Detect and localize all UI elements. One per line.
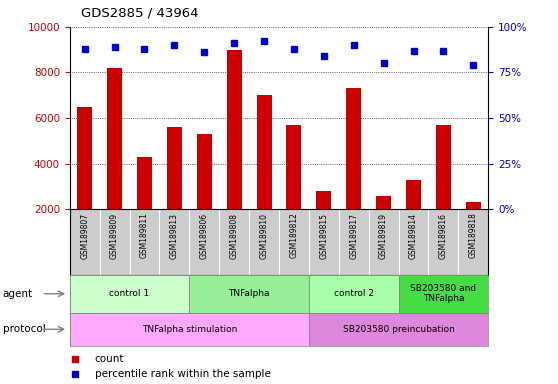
Text: count: count: [95, 354, 124, 364]
Text: percentile rank within the sample: percentile rank within the sample: [95, 369, 271, 379]
Text: SB203580 and
TNFalpha: SB203580 and TNFalpha: [410, 284, 477, 303]
Text: TNFalpha: TNFalpha: [228, 289, 270, 298]
Bar: [376, 195, 391, 209]
Text: TNFalpha stimulation: TNFalpha stimulation: [142, 325, 237, 334]
Text: GSM189811: GSM189811: [140, 213, 149, 258]
Text: GSM189817: GSM189817: [349, 213, 358, 258]
Text: GSM189819: GSM189819: [379, 213, 388, 258]
Bar: [257, 95, 272, 209]
Bar: [189, 275, 309, 313]
Text: control 2: control 2: [334, 289, 374, 298]
Text: GSM189818: GSM189818: [469, 213, 478, 258]
Bar: [406, 180, 421, 209]
Bar: [227, 50, 242, 209]
Text: GSM189815: GSM189815: [319, 213, 328, 258]
Text: agent: agent: [3, 289, 33, 299]
Bar: [436, 125, 451, 209]
Bar: [466, 202, 481, 209]
Text: protocol: protocol: [3, 324, 46, 334]
Bar: [347, 88, 361, 209]
Bar: [309, 313, 488, 346]
Bar: [77, 107, 92, 209]
Text: GSM189814: GSM189814: [409, 213, 418, 258]
Text: GSM189816: GSM189816: [439, 213, 448, 258]
Bar: [167, 127, 182, 209]
Text: GSM189812: GSM189812: [290, 213, 299, 258]
Text: GSM189810: GSM189810: [259, 213, 268, 258]
Bar: [309, 275, 398, 313]
Bar: [70, 275, 189, 313]
Text: GSM189813: GSM189813: [170, 213, 179, 258]
Text: control 1: control 1: [109, 289, 150, 298]
Bar: [107, 68, 122, 209]
Bar: [398, 275, 488, 313]
Bar: [70, 313, 309, 346]
Bar: [197, 134, 211, 209]
Text: GSM189806: GSM189806: [200, 213, 209, 259]
Bar: [137, 157, 152, 209]
Text: GSM189809: GSM189809: [110, 213, 119, 259]
Text: GSM189807: GSM189807: [80, 213, 89, 259]
Text: GDS2885 / 43964: GDS2885 / 43964: [81, 6, 199, 19]
Text: SB203580 preincubation: SB203580 preincubation: [343, 325, 455, 334]
Bar: [316, 191, 331, 209]
Bar: [286, 125, 301, 209]
Text: GSM189808: GSM189808: [230, 213, 239, 258]
